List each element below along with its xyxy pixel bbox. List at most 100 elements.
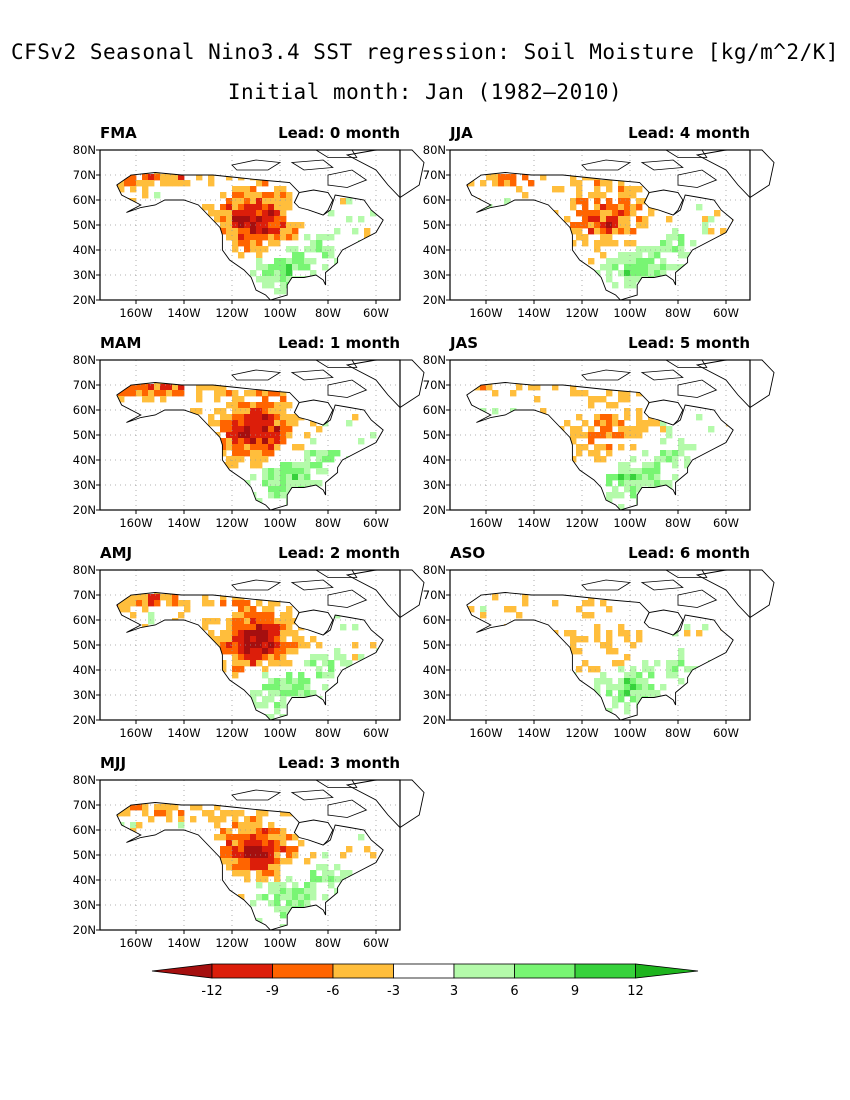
shaded-cell [214,172,221,175]
shaded-cell [666,180,673,187]
shaded-cell [196,438,203,445]
shaded-cell [116,462,119,469]
shaded-cell [280,846,287,853]
shaded-cell [286,228,293,235]
shaded-cell [116,822,119,829]
shaded-cell [684,630,691,637]
shaded-cell [232,246,239,253]
shaded-cell [196,708,203,715]
shaded-cell [582,612,589,619]
shaded-cell [250,642,257,649]
shaded-cell [630,444,637,451]
shaded-cell [226,592,233,595]
shaded-cell [582,444,589,451]
shaded-cell [262,210,269,217]
shaded-cell [208,702,215,709]
shaded-cell [316,672,323,679]
shaded-cell [618,426,625,433]
shaded-cell [220,708,227,715]
shaded-cell [286,612,293,619]
panel-lead-label: Lead: 1 month [278,334,400,352]
shaded-cell [468,684,475,691]
shaded-cell [696,204,703,211]
shaded-cell [630,204,637,211]
shaded-cell [250,624,257,631]
shaded-cell [678,240,685,247]
shaded-cell [594,684,601,691]
shaded-cell [160,492,167,499]
shaded-cell [286,432,293,439]
shaded-cell [370,852,377,859]
shaded-cell [154,174,161,181]
shaded-cell [250,696,257,703]
shaded-cell [148,174,155,181]
shaded-cell [286,906,293,913]
shaded-cell [280,258,287,265]
shaded-cell [606,480,613,487]
shaded-cell [268,642,275,649]
shaded-cell [642,420,649,427]
shaded-cell [280,162,286,168]
colorbar-tick-label: 9 [570,984,580,999]
shaded-cell [696,630,703,637]
shaded-cell [480,462,487,469]
shaded-cell [316,384,323,391]
lat-tick-label: 70N [72,798,96,812]
shaded-cell [262,396,269,403]
shaded-cell [100,666,106,672]
shaded-cell [316,234,323,241]
shaded-cell [130,600,137,607]
shaded-cell [256,426,263,433]
shaded-cell [262,456,269,463]
shaded-cell [642,360,648,366]
shaded-cell [504,156,510,162]
shaded-cell [250,210,257,217]
shaded-cell [100,606,106,612]
shaded-cell [660,450,667,457]
shaded-cell [118,174,125,181]
shaded-cell [726,492,733,499]
shaded-cell [376,468,383,475]
shaded-cell [274,802,281,805]
shaded-cell [100,246,106,252]
shaded-cell [624,462,631,469]
shaded-cell [328,876,335,883]
shaded-cell [696,258,703,265]
shaded-cell [552,678,559,685]
shaded-cell [468,180,475,187]
shaded-cell [466,498,469,505]
shaded-cell [136,708,143,715]
shaded-cell [274,276,281,283]
shaded-cell [226,432,233,439]
shaded-cell [474,240,481,247]
shaded-cell [612,258,619,265]
shaded-cell [256,228,263,235]
shaded-cell [274,630,281,637]
shaded-cell [618,222,625,229]
shaded-cell [624,282,631,289]
shaded-cell [660,456,667,463]
shaded-cell [116,228,119,235]
shaded-cell [256,612,263,619]
shaded-cell [226,648,233,655]
shaded-cell [124,600,131,607]
shaded-cell [702,498,709,505]
shaded-cell [582,234,589,241]
shaded-cell [546,630,553,637]
shaded-cell [184,606,191,613]
shaded-cell [292,690,299,697]
shaded-cell [528,438,535,445]
shaded-cell [466,402,469,409]
shaded-cell [666,426,673,433]
shaded-cell [220,438,227,445]
shaded-cell [642,246,649,253]
shaded-cell [250,270,257,277]
shaded-cell [624,390,631,397]
shaded-cell [382,474,384,481]
shaded-cell [732,618,734,625]
shaded-cell [732,186,734,193]
shaded-cell [286,858,293,865]
shaded-cell [280,270,287,277]
shaded-cell [238,666,245,673]
shaded-cell [220,372,226,378]
